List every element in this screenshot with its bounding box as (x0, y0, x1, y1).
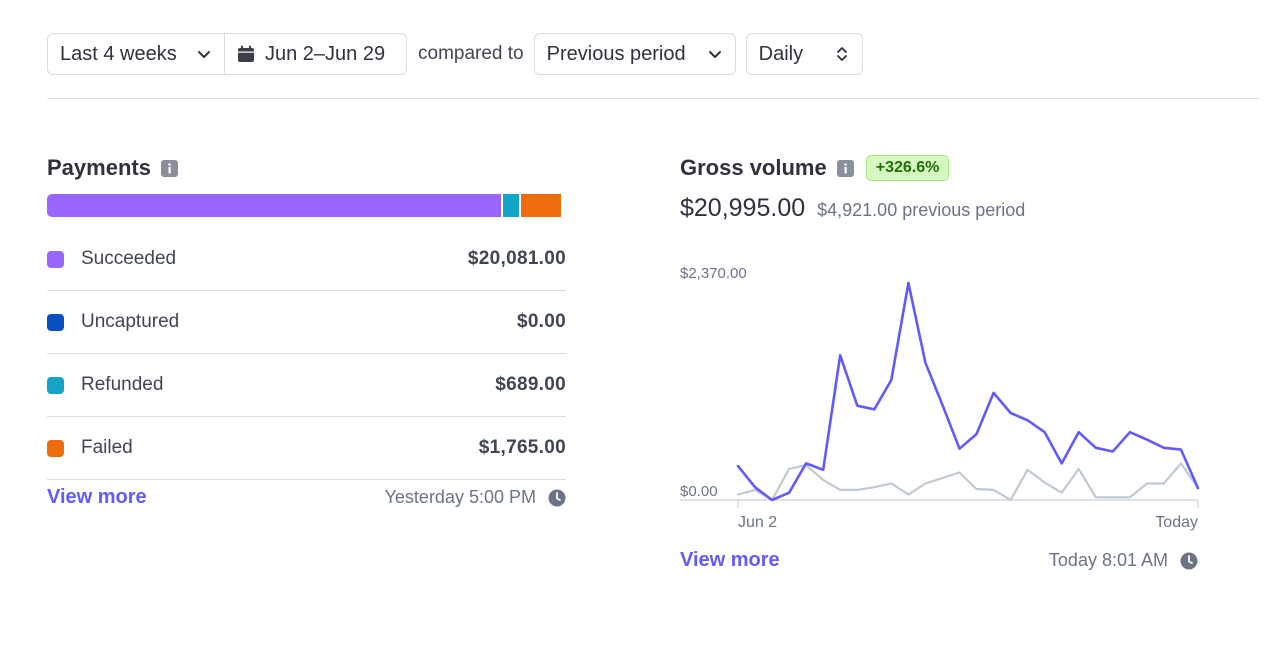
date-picker-label: Jun 2–Jun 29 (265, 42, 386, 65)
failed-color-dot (47, 439, 64, 457)
payments-card: Payments Succeeded $20,081.00 Uncaptured… (47, 150, 566, 508)
toolbar-divider (47, 98, 1259, 99)
bar-segment-succeeded[interactable] (47, 194, 502, 217)
bar-gap (501, 194, 504, 217)
comparison-dropdown[interactable]: Previous period (533, 33, 736, 75)
chart-series-layer (736, 281, 1200, 502)
payments-stacked-bar[interactable] (47, 194, 566, 217)
chevron-down-icon (198, 51, 210, 58)
gross-title: Gross volume (680, 155, 827, 180)
payment-row-refunded[interactable]: Refunded $689.00 (47, 354, 566, 417)
row-amount: $689.00 (495, 374, 566, 395)
current-period-line (736, 281, 1200, 502)
info-icon[interactable] (160, 159, 178, 177)
y-axis-min-label: $0.00 (680, 483, 718, 500)
payment-row-uncaptured[interactable]: Uncaptured $0.00 (47, 291, 566, 354)
interval-select[interactable]: Daily (745, 33, 863, 75)
bar-segment-refunded[interactable] (503, 194, 519, 217)
gross-updated-time: Today 8:01 AM (1049, 550, 1198, 571)
gross-view-more-link[interactable]: View more (680, 549, 780, 571)
y-axis-max-label: $2,370.00 (680, 265, 747, 282)
filter-toolbar: Last 4 weeks Jun 2–Jun 29 compared to Pr… (47, 33, 863, 75)
payment-row-failed[interactable]: Failed $1,765.00 (47, 417, 566, 480)
payments-footer: View more Yesterday 5:00 PM (47, 486, 566, 509)
compared-to-text: compared to (418, 43, 524, 64)
date-range-label: Last 4 weeks (60, 42, 177, 65)
bar-segment-failed[interactable] (520, 194, 561, 217)
previous-period-line (736, 462, 1200, 502)
row-label: Failed (81, 437, 133, 458)
clock-icon[interactable] (548, 489, 566, 507)
info-icon[interactable] (836, 159, 854, 177)
row-label: Uncaptured (81, 311, 180, 332)
row-amount: $0.00 (516, 311, 566, 332)
payments-breakdown-list: Succeeded $20,081.00 Uncaptured $0.00 Re… (47, 228, 566, 480)
gross-footer: View more Today 8:01 AM (680, 549, 1198, 572)
payments-title: Payments (47, 155, 151, 180)
row-amount: $20,081.00 (467, 248, 566, 269)
payments-updated-time: Yesterday 5:00 PM (385, 487, 566, 508)
date-picker-button[interactable]: Jun 2–Jun 29 (225, 33, 407, 75)
gross-total-value: $20,995.00 (680, 194, 806, 222)
previous-period-value: $4,921.00 previous period (817, 200, 1026, 220)
updated-text: Yesterday 5:00 PM (384, 487, 536, 507)
calendar-icon (238, 45, 254, 62)
bar-gap (518, 194, 521, 217)
interval-label: Daily (758, 42, 804, 65)
payment-row-succeeded[interactable]: Succeeded $20,081.00 (47, 228, 566, 291)
gross-totals: $20,995.00 $4,921.00 previous period (680, 194, 1025, 223)
clock-icon[interactable] (1180, 552, 1198, 570)
date-range-dropdown[interactable]: Last 4 weeks (47, 33, 225, 75)
payments-title-row: Payments (47, 150, 566, 186)
refunded-color-dot (47, 376, 64, 394)
x-axis-end-label: Today (1155, 514, 1198, 531)
comparison-label: Previous period (546, 42, 686, 65)
chevron-down-icon (708, 51, 721, 58)
row-label: Succeeded (81, 248, 177, 269)
gross-volume-card: Gross volume +326.6% $20,995.00 $4,921.0… (680, 150, 1200, 222)
updated-text: Today 8:01 AM (1048, 550, 1168, 570)
up-down-arrows-icon (836, 47, 847, 61)
gross-volume-chart[interactable]: $2,370.00 $0.00 Jun 2 Today (680, 260, 1210, 540)
x-axis-start-label: Jun 2 (738, 514, 777, 531)
payments-view-more-link[interactable]: View more (47, 486, 147, 508)
succeeded-color-dot (47, 250, 64, 268)
row-label: Refunded (81, 374, 164, 395)
gross-title-row: Gross volume +326.6% (680, 150, 1200, 186)
row-amount: $1,765.00 (478, 437, 566, 458)
uncaptured-color-dot (47, 313, 64, 331)
change-badge: +326.6% (865, 155, 950, 181)
